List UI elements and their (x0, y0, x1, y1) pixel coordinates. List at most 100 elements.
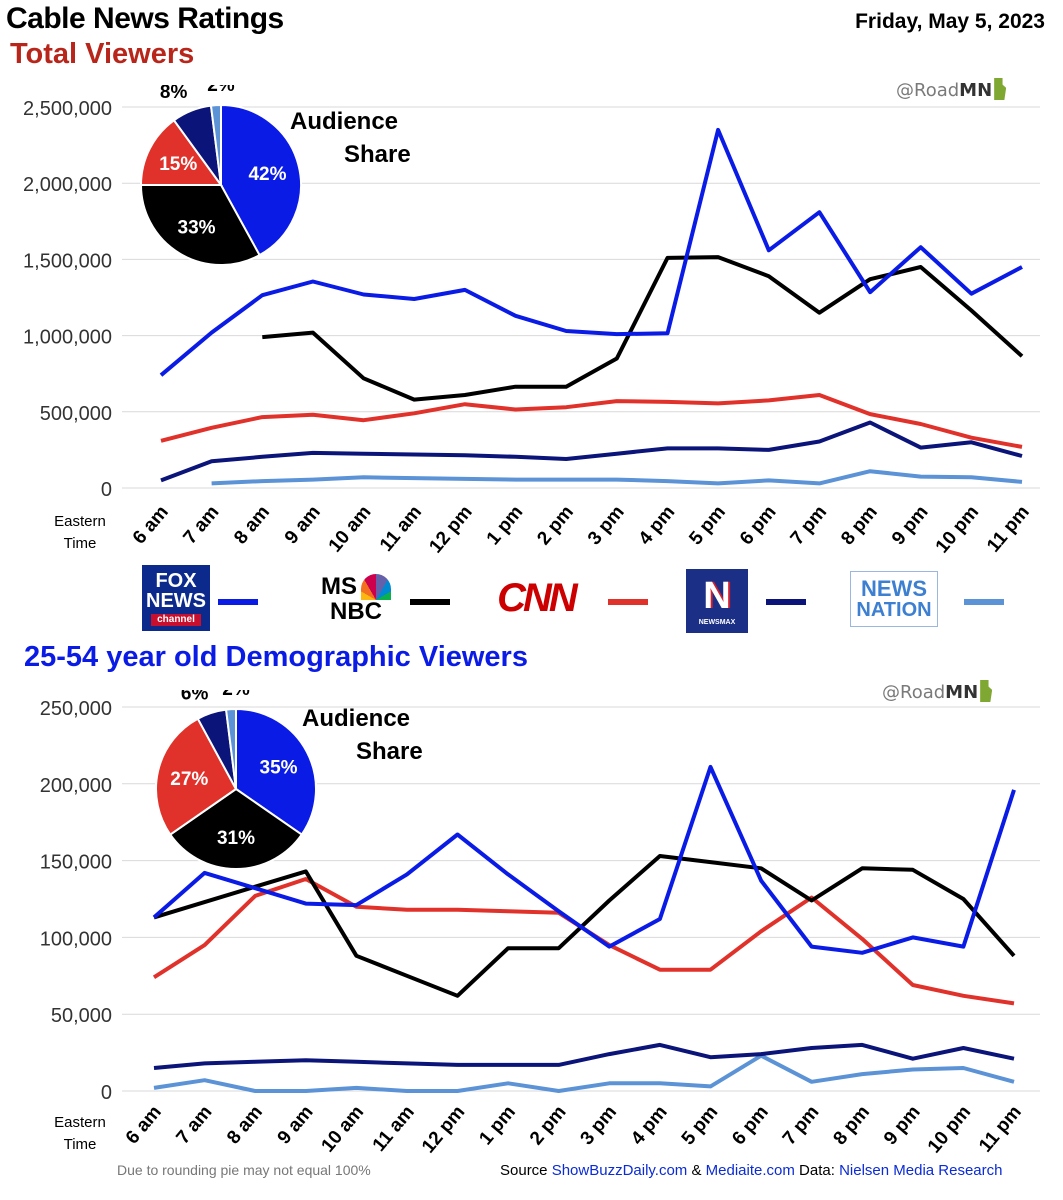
pie-label-msnbc: 33% (178, 217, 216, 238)
pie-label-newsmax: 8% (160, 85, 188, 103)
legend-line-cnn (608, 599, 648, 605)
series-line-newsmax (160, 420, 1023, 483)
pie-label-newsnation: 2% (222, 690, 250, 700)
pie-label-fox: 35% (260, 758, 298, 779)
x-tick-label: 3 pm (577, 1102, 622, 1149)
legend: FOX NEWS channel MS NBC CNN N NEWSMAX NE… (138, 565, 1038, 637)
x-tick-label: 8 pm (829, 1102, 874, 1149)
x-tick-label: 4 pm (635, 502, 680, 549)
series-line-msnbc (153, 854, 1016, 998)
x-tick-label: 11 am (376, 502, 426, 556)
pie-slice-msnbc (168, 787, 304, 870)
y-tick-label: 0 (101, 1082, 112, 1104)
x-tick-label: 4 pm (627, 1102, 672, 1149)
y-tick-label: 200,000 (40, 775, 112, 797)
x-tick-label: 7 pm (779, 1102, 824, 1149)
pie-title: Audience (302, 705, 410, 732)
rounding-note: Due to rounding pie may not equal 100% (117, 1162, 371, 1178)
x-tick-label: 9 pm (880, 1102, 925, 1149)
series-line-fox (159, 127, 1023, 377)
source-line: Source ShowBuzzDaily.com & Mediaite.com … (500, 1162, 1003, 1179)
report-date: Friday, May 5, 2023 (855, 10, 1045, 33)
x-tick-label: 10 am (325, 502, 376, 557)
x-tick-label: 8 am (223, 1102, 267, 1149)
x-tick-label: 5 pm (685, 502, 730, 549)
pie-label-newsmax: 6% (181, 690, 209, 705)
pie-title: Share (356, 738, 423, 765)
legend-line-newsmax (766, 599, 806, 605)
series-line-msnbc (262, 255, 1024, 402)
x-tick-label: 3 pm (584, 502, 629, 549)
pie-label-fox: 42% (248, 164, 286, 185)
x-tick-label: 9 pm (888, 502, 933, 549)
legend-line-newsnation (964, 599, 1004, 605)
y-tick-label: 500,000 (40, 403, 112, 425)
pie-slice-cnn (155, 717, 238, 836)
pie-slice-fox (220, 103, 302, 257)
author-handle-top: @RoadMN (896, 78, 1007, 101)
legend-line-fox (218, 599, 258, 605)
x-tick-label: 8 am (230, 502, 274, 549)
x-tick-label: 1 pm (483, 502, 528, 549)
x-tick-label: 10 am (317, 1102, 368, 1157)
series-line-cnn (160, 393, 1023, 449)
x-tick-label: 7 am (180, 502, 224, 549)
pie-slice-cnn (139, 118, 223, 186)
y-tick-label: 2,500,000 (23, 98, 112, 120)
y-tick-label: 100,000 (40, 928, 112, 950)
peacock-icon (361, 574, 391, 600)
x-tick-label: 10 pm (932, 502, 983, 558)
x-tick-label: 5 pm (678, 1102, 723, 1149)
x-axis-title: Eastern Time (54, 513, 106, 552)
x-tick-label: 1 pm (475, 1102, 520, 1149)
y-tick-label: 1,500,000 (23, 250, 112, 272)
pie-label-msnbc: 31% (217, 828, 255, 849)
chart2-title: 25-54 year old Demographic Viewers (24, 641, 528, 673)
x-tick-label: 9 am (281, 502, 325, 549)
pie-slice-newsnation (209, 103, 222, 186)
pie-title: Audience (290, 108, 398, 135)
x-tick-label: 6 am (122, 1102, 166, 1149)
x-tick-label: 11 am (369, 1102, 419, 1156)
x-tick-label: 7 pm (787, 502, 832, 549)
series-line-newsnation (153, 1053, 1015, 1093)
total-viewers-chart: 0 500,000 1,000,000 1,500,000 2,000,000 2,500… (23, 85, 1040, 558)
y-tick-label: 2,000,000 (23, 174, 112, 196)
page-title: Cable News Ratings (6, 2, 284, 35)
x-tick-label: 6 pm (736, 502, 781, 549)
x-tick-label: 9 am (274, 1102, 318, 1149)
pie-label-newsnation: 2% (207, 85, 235, 96)
fox-news-logo: FOX NEWS channel (142, 565, 210, 631)
series-line-fox (152, 764, 1016, 955)
data-source-nielsen: Nielsen Media Research (839, 1162, 1003, 1179)
author-handle-bottom: @RoadMN (882, 680, 993, 703)
pie-slice-msnbc (139, 184, 261, 266)
newsnation-logo: NEWS NATION (850, 571, 938, 627)
y-tick-label: 150,000 (40, 852, 112, 874)
pie-label-cnn: 27% (170, 769, 208, 790)
x-tick-label: 12 pm (425, 502, 476, 558)
x-tick-label: 2 pm (526, 1102, 571, 1149)
x-tick-label: 10 pm (924, 1102, 975, 1158)
cnn-logo: CNN (497, 575, 578, 620)
x-tick-label: 7 am (172, 1102, 216, 1149)
legend-line-msnbc (410, 599, 450, 605)
y-tick-label: 50,000 (51, 1005, 112, 1027)
pie-slice-fox (235, 707, 317, 836)
x-tick-label: 8 pm (837, 502, 882, 549)
source-link-showbuzz[interactable]: ShowBuzzDaily.com (551, 1162, 688, 1179)
pie-title: Share (344, 141, 411, 168)
x-tick-label: 11 pm (983, 502, 1034, 557)
series-line-newsnation (211, 469, 1023, 486)
source-link-mediaite[interactable]: Mediaite.com (705, 1162, 795, 1179)
x-tick-label: 12 pm (418, 1102, 469, 1158)
x-axis-title: Eastern Time (54, 1114, 106, 1153)
series-line-newsmax (153, 1042, 1015, 1070)
pie-label-cnn: 15% (159, 154, 197, 175)
y-tick-label: 0 (101, 479, 112, 501)
newsmax-logo: N NEWSMAX (686, 569, 748, 633)
chart1-title: Total Viewers (10, 38, 195, 70)
y-tick-label: 250,000 (40, 698, 112, 720)
x-tick-label: 6 am (129, 502, 173, 549)
